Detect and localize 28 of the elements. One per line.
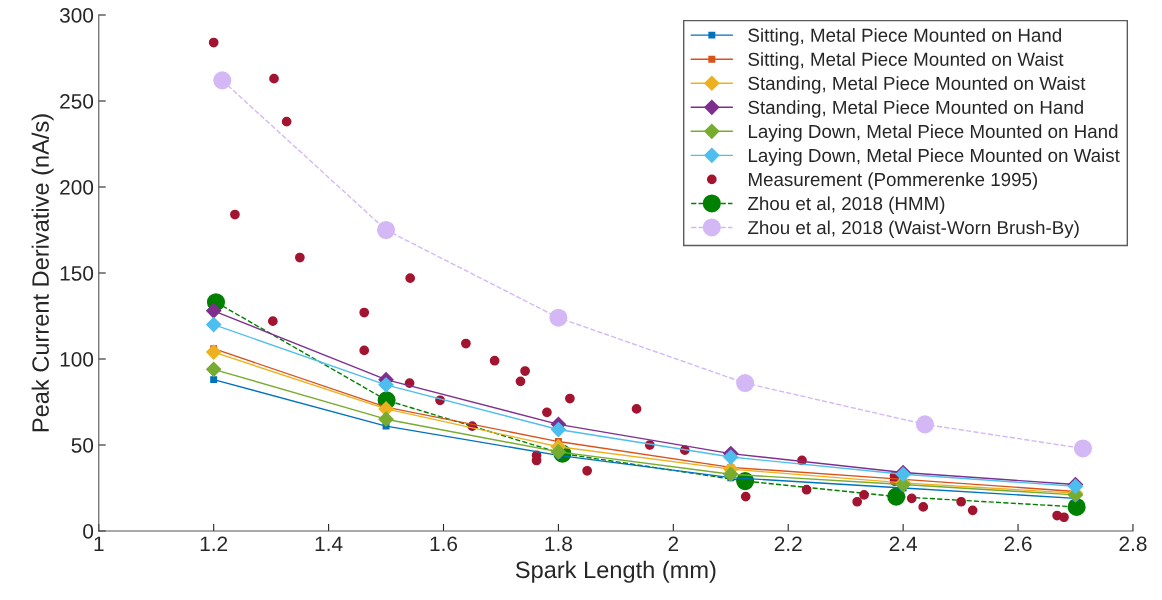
y-tick-label: 250 xyxy=(60,94,94,109)
legend-label: Laying Down, Metal Piece Mounted on Hand xyxy=(748,124,1118,142)
x-tick-label: 2.6 xyxy=(1004,536,1032,552)
x-tick-label: 1 xyxy=(94,536,104,551)
x-tick-label: 1.8 xyxy=(545,536,572,552)
y-tick-label: 100 xyxy=(60,352,94,367)
y-tick-label: 300 xyxy=(59,8,94,23)
legend-label: Standing, Metal Piece Mounted on Hand xyxy=(748,100,1083,118)
legend-label: Zhou et al, 2018 (Waist-Worn Brush-By) xyxy=(748,220,1079,238)
legend-label: Sitting, Metal Piece Mounted on Hand xyxy=(748,28,1061,46)
legend-label: Laying Down, Metal Piece Mounted on Waist xyxy=(748,148,1120,166)
y-tick-label: 50 xyxy=(71,438,94,453)
legend-label: Zhou et al, 2018 (HMM) xyxy=(748,196,945,214)
x-tick-label: 2 xyxy=(668,536,679,551)
x-tick-label: 1.6 xyxy=(430,536,458,552)
y-tick-label: 150 xyxy=(60,266,94,281)
x-axis-title: Spark Length (mm) xyxy=(515,560,716,583)
legend-label: Standing, Metal Piece Mounted on Waist xyxy=(748,76,1086,94)
y-tick-label: 0 xyxy=(83,524,94,539)
legend-label: Sitting, Metal Piece Mounted on Waist xyxy=(748,52,1064,70)
x-tick-label: 2.8 xyxy=(1119,536,1147,552)
x-tick-label: 1.2 xyxy=(200,536,228,551)
x-tick-label: 1.4 xyxy=(315,536,343,551)
y-tick-label: 200 xyxy=(60,180,94,195)
legend-label: Measurement (Pommerenke 1995) xyxy=(748,172,1038,190)
x-tick-label: 2.4 xyxy=(889,536,917,551)
y-axis-title: Peak Current Derivative (nA/s) xyxy=(31,114,54,432)
x-tick-label: 2.2 xyxy=(774,536,802,551)
